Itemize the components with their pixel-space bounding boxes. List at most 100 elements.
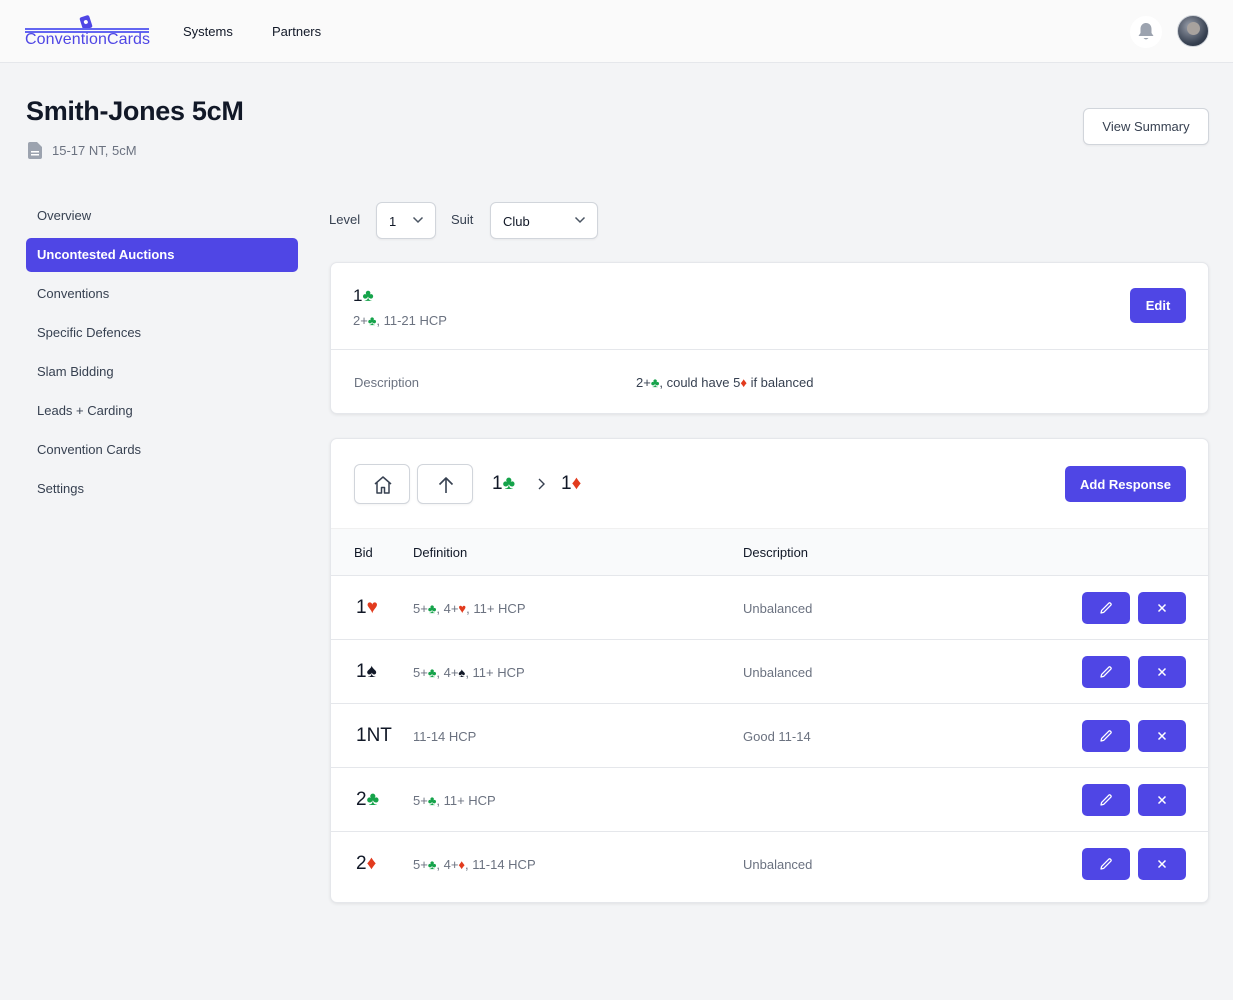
user-avatar[interactable]	[1177, 15, 1209, 47]
bid-title: 1♣	[353, 286, 374, 305]
edit-bid-button[interactable]: Edit	[1130, 288, 1186, 323]
row-bid: 2♣	[356, 789, 380, 810]
heart-icon: ♥	[366, 597, 378, 618]
level-label: Level	[329, 212, 361, 227]
edit-row-button[interactable]	[1082, 784, 1130, 816]
row-definition: 5+♣, 11+ HCP	[413, 793, 496, 808]
column-header-description: Description	[743, 545, 809, 560]
page-title: Smith-Jones 5cM	[26, 96, 244, 126]
diamond-icon: ♦	[366, 853, 377, 874]
responses-card: 1♣ 1♦ Add Response Bid Definition Descri…	[330, 438, 1209, 903]
pencil-icon	[1100, 730, 1112, 742]
nav-link-systems[interactable]: Systems	[183, 24, 233, 39]
app-logo[interactable]: ConventionCards	[25, 14, 151, 50]
bid-summary: 2+♣, 11-21 HCP	[353, 313, 447, 328]
club-icon: ♣	[366, 789, 380, 810]
document-icon	[28, 142, 42, 159]
table-row[interactable]: 1♠ 5+♣, 4+♠, 11+ HCP Unbalanced	[331, 640, 1208, 704]
chevron-down-icon	[412, 216, 424, 224]
club-icon: ♣	[362, 286, 374, 305]
edit-row-button[interactable]	[1082, 848, 1130, 880]
table-row[interactable]: 1NT 11-14 HCP Good 11-14	[331, 704, 1208, 768]
club-icon: ♣	[427, 601, 437, 616]
sidebar-item-settings[interactable]: Settings	[37, 481, 84, 496]
sidebar-item-slam-bidding[interactable]: Slam Bidding	[37, 364, 114, 379]
table-row[interactable]: 1♥ 5+♣, 4+♥, 11+ HCP Unbalanced	[331, 576, 1208, 640]
column-header-bid: Bid	[354, 545, 373, 560]
row-definition: 11-14 HCP	[413, 729, 477, 744]
close-icon	[1157, 795, 1167, 805]
spade-icon: ♠	[366, 661, 377, 682]
suit-label: Suit	[451, 212, 474, 227]
edit-row-button[interactable]	[1082, 592, 1130, 624]
row-bid: 2♦	[356, 853, 377, 874]
close-icon	[1157, 667, 1167, 677]
level-select[interactable]: 1	[376, 202, 436, 239]
table-row[interactable]: 2♣ 5+♣, 11+ HCP	[331, 768, 1208, 832]
row-bid: 1♥	[356, 597, 378, 618]
pencil-icon	[1100, 858, 1112, 870]
sidebar-item-conventions[interactable]: Conventions	[37, 286, 110, 301]
row-description: Unbalanced	[743, 857, 813, 872]
row-description: Good 11-14	[743, 729, 811, 744]
club-icon: ♣	[502, 473, 516, 494]
subtitle-text: 15-17 NT, 5cM	[52, 143, 137, 158]
home-icon	[374, 476, 392, 494]
sidebar-item-leads-carding[interactable]: Leads + Carding	[37, 403, 133, 418]
divider	[331, 349, 1208, 350]
delete-row-button[interactable]	[1138, 848, 1186, 880]
close-icon	[1157, 859, 1167, 869]
table-row[interactable]: 2♦ 5+♣, 4+♦, 11-14 HCP Unbalanced	[331, 832, 1208, 896]
row-definition: 5+♣, 4+♥, 11+ HCP	[413, 601, 526, 616]
heart-icon: ♥	[458, 601, 467, 616]
diamond-icon: ♦	[571, 473, 582, 494]
edit-row-button[interactable]	[1082, 720, 1130, 752]
breadcrumb-bid-2[interactable]: 1♦	[561, 473, 582, 494]
close-icon	[1157, 603, 1167, 613]
chevron-right-icon	[538, 478, 545, 490]
pencil-icon	[1100, 794, 1112, 806]
delete-row-button[interactable]	[1138, 720, 1186, 752]
club-icon: ♣	[427, 857, 437, 872]
row-bid: 1NT	[356, 725, 392, 746]
sidebar-item-overview[interactable]: Overview	[37, 208, 92, 223]
top-navbar: ConventionCards Systems Partners	[0, 0, 1233, 63]
view-summary-button[interactable]: View Summary	[1083, 108, 1209, 145]
chevron-down-icon	[574, 216, 586, 224]
table-header: Bid Definition Description	[331, 528, 1208, 576]
row-definition: 5+♣, 4+♦, 11-14 HCP	[413, 857, 536, 872]
pencil-icon	[1100, 602, 1112, 614]
column-header-definition: Definition	[413, 545, 468, 560]
delete-row-button[interactable]	[1138, 784, 1186, 816]
up-button[interactable]	[417, 464, 473, 504]
bell-icon	[1138, 23, 1154, 40]
notifications-button[interactable]	[1130, 16, 1162, 48]
arrow-up-icon	[438, 477, 454, 493]
add-response-button[interactable]: Add Response	[1065, 466, 1186, 502]
sidebar-item-convention-cards[interactable]: Convention Cards	[37, 442, 142, 457]
sidebar-item-uncontested-auctions[interactable]: Uncontested Auctions	[26, 238, 298, 272]
row-definition: 5+♣, 4+♠, 11+ HCP	[413, 665, 525, 680]
diamond-icon: ♦	[458, 857, 466, 872]
diamond-icon: ♦	[740, 375, 747, 390]
suit-select[interactable]: Club	[490, 202, 598, 239]
nav-link-partners[interactable]: Partners	[272, 24, 322, 39]
pencil-icon	[1100, 666, 1112, 678]
club-icon: ♣	[650, 375, 660, 390]
row-description: Unbalanced	[743, 665, 813, 680]
edit-row-button[interactable]	[1082, 656, 1130, 688]
close-icon	[1157, 731, 1167, 741]
club-icon: ♣	[427, 665, 437, 680]
suit-select-value: Club	[503, 214, 530, 229]
logo-text: ConventionCards	[25, 31, 151, 48]
club-icon: ♣	[367, 313, 377, 328]
description-label: Description	[354, 375, 420, 390]
sidebar-item-specific-defences[interactable]: Specific Defences	[37, 325, 142, 340]
bid-detail-card: 1♣ 2+♣, 11-21 HCP Edit Description 2+♣, …	[330, 262, 1209, 414]
description-value: 2+♣, could have 5♦ if balanced	[636, 375, 814, 390]
home-button[interactable]	[354, 464, 410, 504]
breadcrumb-bid-1[interactable]: 1♣	[492, 473, 516, 494]
delete-row-button[interactable]	[1138, 656, 1186, 688]
delete-row-button[interactable]	[1138, 592, 1186, 624]
row-description: Unbalanced	[743, 601, 813, 616]
